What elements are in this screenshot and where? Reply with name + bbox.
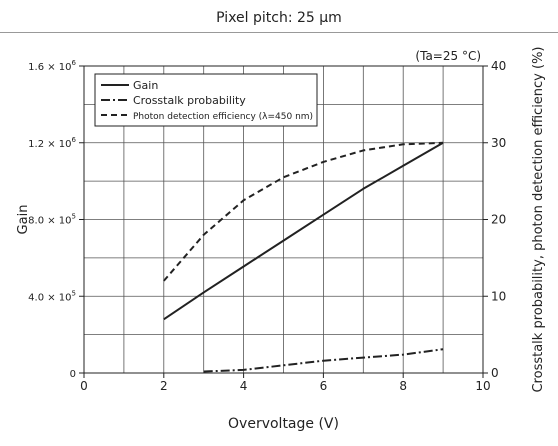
y-left-tick-label: 0	[70, 369, 76, 380]
series-lines	[163, 141, 444, 373]
x-axis-label: Overvoltage (V)	[228, 416, 339, 432]
y-left-tick-label: 1.6 × 106	[28, 59, 76, 73]
chart-title-svg: Pixel pitch: 25 μm	[216, 10, 342, 26]
y-right-tick-label: 30	[491, 136, 506, 150]
chart-title-bar: Pixel pitch: 25 μm	[0, 0, 558, 33]
y-left-tick-label: 1.2 × 106	[28, 136, 76, 150]
y-right-tick-label: 20	[491, 213, 506, 227]
y-left-tick-label: 8.0 × 105	[28, 213, 76, 227]
y-left-axis-label: Gain	[16, 205, 31, 235]
series-line	[163, 141, 444, 321]
x-tick-label: 6	[320, 379, 328, 393]
legend-label: Photon detection efficiency (λ=450 nm)	[133, 112, 313, 122]
x-tick-label: 4	[240, 379, 248, 393]
legend-box	[94, 73, 318, 127]
x-tick-label: 8	[399, 379, 407, 393]
x-tick-label: 2	[160, 379, 168, 393]
legend-label: Crosstalk probability	[133, 94, 246, 107]
y-right-tick-label: 40	[491, 59, 506, 73]
temperature-annotation: (Ta=25 °C)	[415, 49, 481, 63]
x-tick-label: 0	[80, 379, 88, 393]
legend: Gain Crosstalk probability Photon detectio…	[94, 73, 318, 127]
y-left-axis-ticks: 0 4.0 × 105 8.0 × 105 1.2 × 106 1.6 × 106	[28, 59, 84, 380]
y-right-axis-ticks: 0 10 20 30 40	[483, 59, 506, 380]
y-right-tick-label: 0	[491, 366, 499, 380]
chart-title: Pixel pitch: 25 μm	[216, 10, 342, 26]
series-line	[203, 348, 444, 373]
y-right-tick-label: 10	[491, 289, 506, 303]
x-axis-ticks: 0 2 4 6 8 10	[80, 373, 491, 393]
legend-label: Gain	[133, 79, 158, 92]
y-right-axis-label: Crosstalk probability, photon detection …	[531, 46, 546, 392]
series-line	[163, 141, 444, 282]
y-left-tick-label: 4.0 × 105	[28, 289, 76, 303]
x-tick-label: 10	[475, 379, 490, 393]
